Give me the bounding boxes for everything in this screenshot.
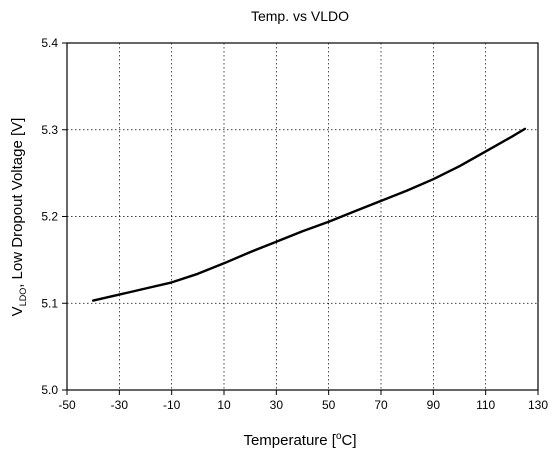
y-axis-title-rest: , Low Dropout Voltage [V]	[9, 118, 26, 288]
x-tick-label: 70	[374, 398, 388, 412]
x-tick-label: 10	[217, 398, 231, 412]
x-axis-title-main: Temperature [	[243, 432, 336, 449]
x-tick-label: 90	[427, 398, 441, 412]
x-tick-label: -50	[58, 398, 76, 412]
x-tick-label: 130	[528, 398, 548, 412]
chart-title: Temp. vs VLDO	[251, 8, 349, 24]
y-axis-title-v: V	[9, 306, 26, 316]
x-tick-label: -30	[111, 398, 129, 412]
y-tick-label: 5.2	[41, 210, 58, 224]
x-axis-ticks: -50 -30 -10 10 30 50 70 90 110 130	[58, 390, 548, 412]
y-tick-label: 5.4	[41, 36, 58, 50]
series-line	[91, 127, 527, 302]
x-axis-title: Temperature [oC]	[243, 431, 356, 449]
plot-frame	[66, 42, 539, 391]
y-tick-label: 5.0	[41, 383, 58, 397]
x-axis-title-degree: o	[336, 431, 342, 442]
y-tick-label: 5.3	[41, 123, 58, 137]
y-axis-ticks: 5.0 5.1 5.2 5.3 5.4	[41, 36, 67, 397]
y-tick-label: 5.1	[41, 296, 58, 310]
grid-lines	[67, 43, 538, 390]
series-layer	[91, 127, 527, 302]
y-axis-title: VLDO, Low Dropout Voltage [V]	[9, 118, 28, 317]
y-axis-title-subscript: LDO	[18, 288, 28, 307]
x-tick-label: -10	[163, 398, 181, 412]
x-tick-label: 30	[270, 398, 284, 412]
x-tick-label: 50	[322, 398, 336, 412]
x-axis-title-unit: C]	[342, 432, 357, 449]
x-tick-label: 110	[476, 398, 495, 412]
